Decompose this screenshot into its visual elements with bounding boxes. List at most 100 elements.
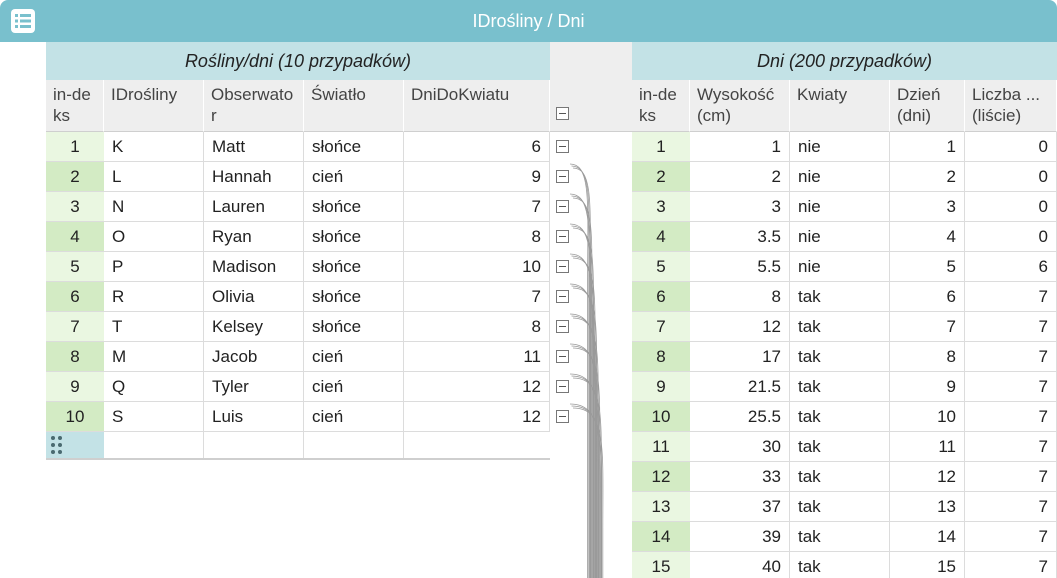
table-cell[interactable]: 37 [690,492,790,522]
table-cell[interactable]: nie [790,222,890,252]
table-row[interactable]: 1 K Matt słońce 6 [46,132,550,162]
table-row[interactable]: 12 33 tak 12 7 [632,462,1057,492]
row-index[interactable]: 5 [46,252,104,282]
table-cell[interactable]: 0 [965,222,1057,252]
left-col-header-3[interactable]: Obserwator [204,80,304,132]
table-cell[interactable]: 13 [890,492,965,522]
table-row[interactable]: 3 N Lauren słońce 7 [46,192,550,222]
table-row[interactable]: 2 2 nie 2 0 [632,162,1057,192]
table-cell[interactable]: 8 [404,312,550,342]
row-index[interactable]: 10 [46,402,104,432]
table-cell[interactable]: 2 [690,162,790,192]
table-row[interactable]: 8 17 tak 8 7 [632,342,1057,372]
table-cell[interactable]: 8 [890,342,965,372]
table-cell[interactable]: 7 [965,342,1057,372]
table-cell[interactable]: 7 [965,552,1057,578]
row-index[interactable]: 7 [46,312,104,342]
row-index[interactable]: 6 [632,282,690,312]
table-cell[interactable]: 30 [690,432,790,462]
table-cell[interactable]: 12 [404,372,550,402]
table-cell[interactable]: 7 [890,312,965,342]
right-col-header-2[interactable]: Wysokość (cm) [690,80,790,132]
table-cell[interactable]: cień [304,402,404,432]
collapse-all-icon[interactable] [556,107,569,120]
table-cell[interactable]: L [104,162,204,192]
table-cell[interactable]: 3.5 [690,222,790,252]
table-row[interactable]: 7 12 tak 7 7 [632,312,1057,342]
left-col-header-1[interactable]: in-deks [46,80,104,132]
row-index[interactable]: 5 [632,252,690,282]
table-row[interactable]: 1 1 nie 1 0 [632,132,1057,162]
table-cell[interactable]: 14 [890,522,965,552]
table-row[interactable]: 5 P Madison słońce 10 [46,252,550,282]
table-cell[interactable]: 4 [890,222,965,252]
table-cell[interactable]: 9 [890,372,965,402]
table-row[interactable]: 7 T Kelsey słońce 8 [46,312,550,342]
table-cell[interactable]: 5 [890,252,965,282]
table-cell[interactable]: 0 [965,132,1057,162]
table-cell[interactable]: 8 [404,222,550,252]
collapse-group-icon[interactable] [556,230,569,243]
table-row[interactable]: 2 L Hannah cień 9 [46,162,550,192]
table-cell[interactable]: K [104,132,204,162]
table-cell[interactable]: 7 [404,282,550,312]
right-col-header-4[interactable]: Dzień (dni) [890,80,965,132]
table-cell[interactable]: słońce [304,282,404,312]
table-cell[interactable]: Lauren [204,192,304,222]
table-cell[interactable]: tak [790,552,890,578]
table-cell[interactable]: tak [790,342,890,372]
row-index[interactable]: 3 [46,192,104,222]
row-index[interactable]: 8 [632,342,690,372]
table-cell[interactable]: M [104,342,204,372]
table-cell[interactable]: 15 [890,552,965,578]
right-col-header-3[interactable]: Kwiaty [790,80,890,132]
table-cell[interactable]: T [104,312,204,342]
table-cell[interactable]: P [104,252,204,282]
row-index[interactable]: 7 [632,312,690,342]
table-cell[interactable]: 9 [404,162,550,192]
table-cell[interactable]: 1 [890,132,965,162]
table-cell[interactable]: słońce [304,222,404,252]
table-cell[interactable]: Ryan [204,222,304,252]
table-row[interactable]: 14 39 tak 14 7 [632,522,1057,552]
table-cell[interactable]: tak [790,522,890,552]
row-index[interactable]: 4 [46,222,104,252]
table-cell[interactable]: tak [790,372,890,402]
table-row[interactable]: 13 37 tak 13 7 [632,492,1057,522]
row-index[interactable]: 6 [46,282,104,312]
table-cell[interactable]: 2 [890,162,965,192]
table-cell[interactable]: 7 [965,462,1057,492]
row-index[interactable]: 12 [632,462,690,492]
table-cell[interactable]: tak [790,312,890,342]
row-index[interactable]: 1 [46,132,104,162]
collapse-group-icon[interactable] [556,290,569,303]
table-cell[interactable]: 0 [965,192,1057,222]
table-cell[interactable]: O [104,222,204,252]
table-row[interactable]: 9 Q Tyler cień 12 [46,372,550,402]
table-cell[interactable]: cień [304,162,404,192]
table-cell[interactable]: Olivia [204,282,304,312]
table-cell[interactable]: 12 [404,402,550,432]
table-cell[interactable]: Jacob [204,342,304,372]
table-cell[interactable]: 7 [965,522,1057,552]
table-cell[interactable]: 39 [690,522,790,552]
table-row[interactable]: 11 30 tak 11 7 [632,432,1057,462]
table-cell[interactable]: 6 [404,132,550,162]
table-row[interactable]: 8 M Jacob cień 11 [46,342,550,372]
table-cell[interactable]: 8 [690,282,790,312]
table-cell[interactable]: 1 [690,132,790,162]
row-index[interactable]: 11 [632,432,690,462]
table-cell[interactable]: tak [790,462,890,492]
collapse-group-icon[interactable] [556,380,569,393]
table-row[interactable]: 6 8 tak 6 7 [632,282,1057,312]
table-cell[interactable]: tak [790,282,890,312]
window-titlebar[interactable]: IDrośliny / Dni [0,0,1057,42]
table-row[interactable]: 4 O Ryan słońce 8 [46,222,550,252]
table-cell[interactable]: tak [790,402,890,432]
table-row[interactable]: 10 S Luis cień 12 [46,402,550,432]
table-cell[interactable]: Hannah [204,162,304,192]
table-cell[interactable]: 25.5 [690,402,790,432]
table-cell[interactable]: słońce [304,312,404,342]
table-cell[interactable]: 33 [690,462,790,492]
table-row[interactable]: 3 3 nie 3 0 [632,192,1057,222]
